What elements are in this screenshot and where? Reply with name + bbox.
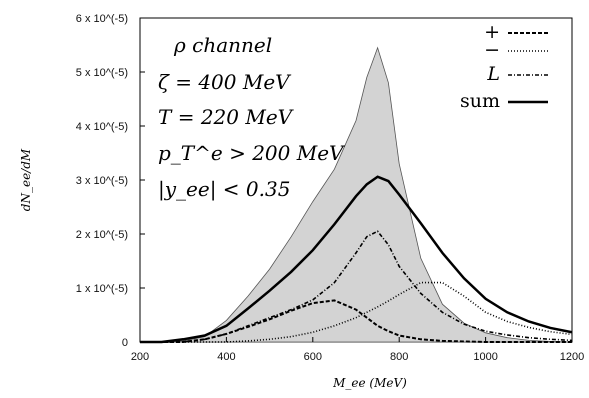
- legend-label-l: L: [486, 63, 500, 85]
- y-tick-label: 1 x 10^(-5): [76, 283, 128, 295]
- x-tick-label: 800: [390, 351, 408, 363]
- y-tick-label: 5 x 10^(-5): [76, 67, 128, 79]
- series-minus-line: [140, 281, 573, 343]
- y-tick-label: 6 x 10^(-5): [76, 13, 128, 25]
- legend-label-plus: +: [484, 21, 500, 43]
- annotation-rapidity-cut: |y_ee| < 0.35: [158, 177, 290, 202]
- y-axis-label: dN_ee/dM: [19, 148, 33, 211]
- annotation-pt-cut: p_T^e > 200 MeV: [158, 141, 346, 165]
- x-tick-label: 1000: [473, 351, 497, 363]
- series-sum-line: [140, 175, 573, 344]
- annotation-rho-channel: ρ channel: [173, 33, 272, 57]
- x-tick-label: 600: [304, 351, 322, 363]
- annotation-temperature: T = 220 MeV: [158, 105, 295, 129]
- x-tick-label: 200: [131, 351, 149, 363]
- y-tick-label: 2 x 10^(-5): [76, 229, 128, 241]
- x-axis-label: M_ee (MeV): [332, 376, 407, 390]
- x-tick-label: 1200: [560, 351, 584, 363]
- annotation-zeta: ζ = 400 MeV: [158, 70, 292, 94]
- series-plus-line: [140, 299, 572, 343]
- series-l-line: [140, 230, 573, 343]
- annotation-block: ρ channel ζ = 400 MeV T = 220 MeV p_T^e …: [158, 33, 346, 202]
- y-tick-label: 3 x 10^(-5): [76, 175, 128, 187]
- x-tick-label: 400: [217, 351, 235, 363]
- legend: + − L sum: [460, 21, 548, 112]
- legend-label-minus: −: [484, 39, 500, 61]
- y-tick-label: 0: [122, 337, 128, 349]
- legend-label-sum: sum: [460, 90, 500, 112]
- y-tick-label: 4 x 10^(-5): [76, 121, 128, 133]
